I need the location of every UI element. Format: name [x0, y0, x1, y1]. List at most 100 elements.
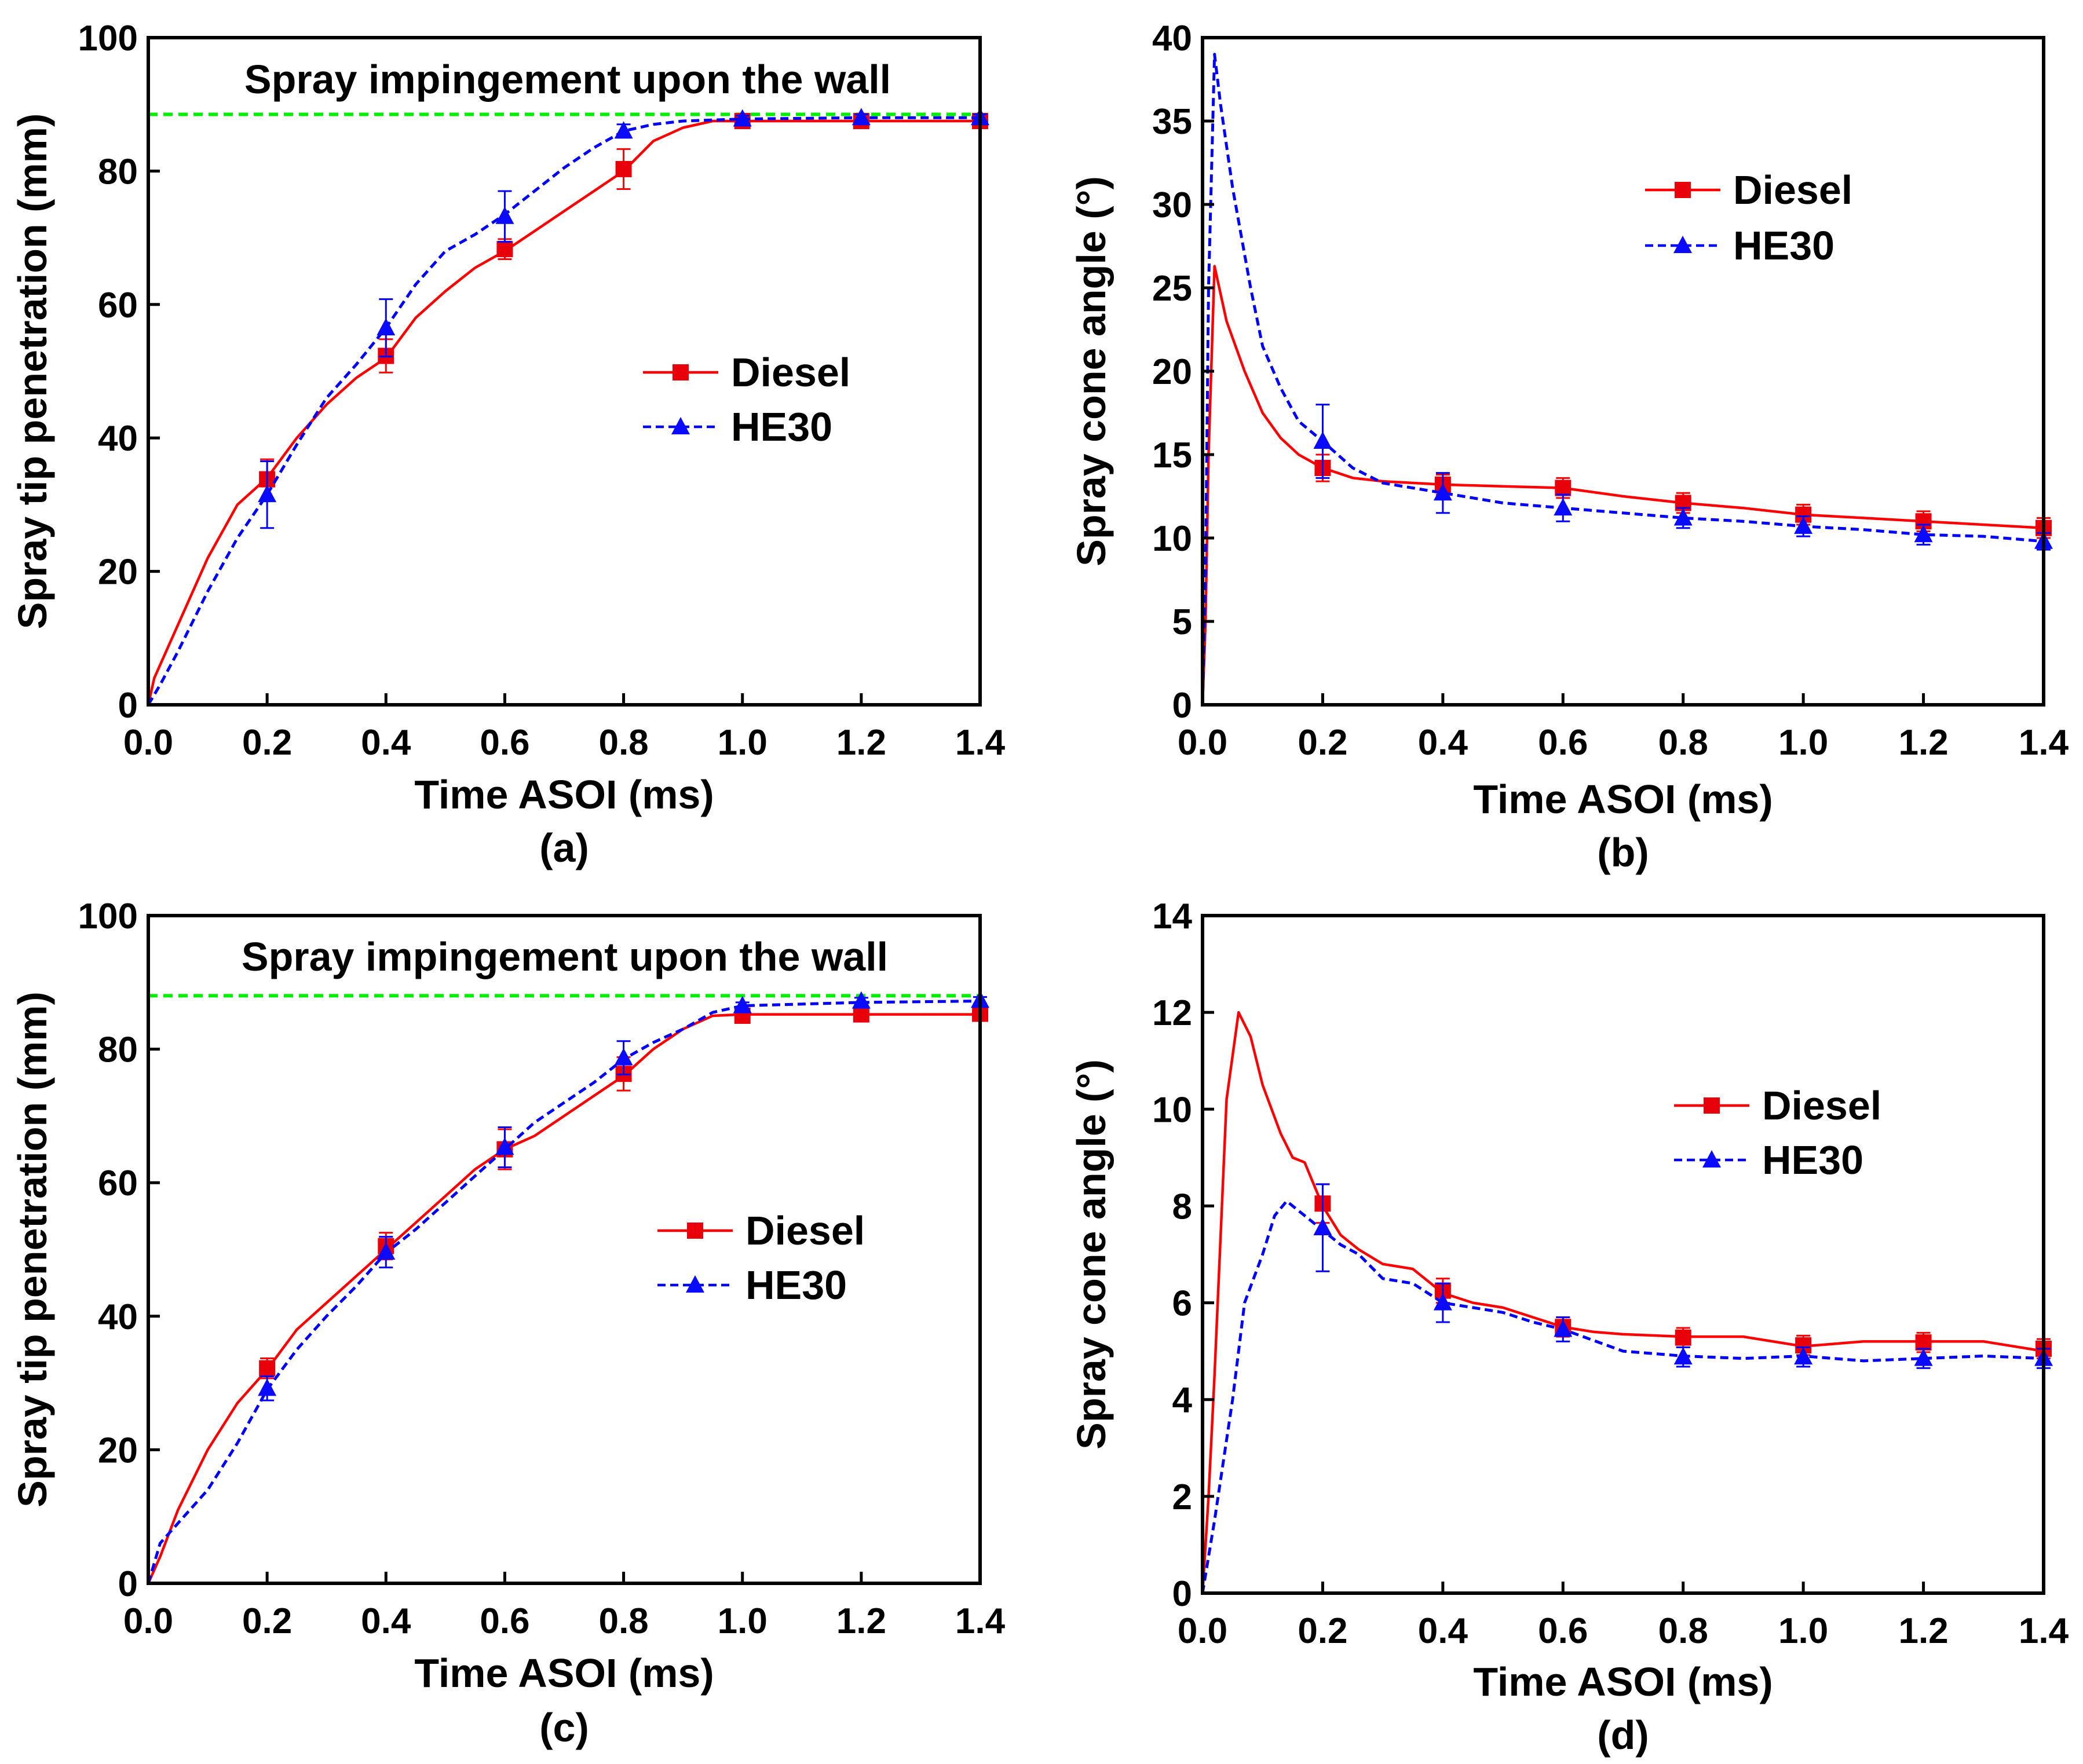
y-tick-label: 12: [1152, 993, 1192, 1033]
y-axis-label: Spray tip penetration (mm): [10, 114, 55, 630]
data-point-he30: [852, 108, 871, 126]
data-point-he30: [614, 121, 633, 139]
panel-c: Spray impingement upon the wall Diesel HE3…: [10, 896, 1006, 1750]
panel-caption: (c): [539, 1705, 589, 1750]
x-tick-label: 0.0: [1178, 723, 1227, 763]
y-tick-label: 60: [98, 1163, 138, 1203]
y-tick-label: 8: [1172, 1187, 1192, 1227]
legend-marker-he30: [671, 417, 690, 434]
x-tick-label: 0.8: [1658, 723, 1708, 763]
legend-marker-he30: [1673, 236, 1692, 253]
y-tick-label: 30: [1152, 185, 1192, 225]
legend-label-he30: HE30: [1762, 1137, 1863, 1183]
y-tick-label: 100: [78, 896, 138, 936]
series-line-diesel: [147, 119, 980, 705]
plot-frame: [147, 36, 982, 707]
y-tick-label: 20: [98, 552, 138, 592]
y-tick-label: 5: [1172, 602, 1192, 642]
x-tick-label: 1.4: [955, 1601, 1006, 1641]
y-tick-label: 100: [78, 19, 138, 58]
x-tick-label: 1.2: [836, 1601, 886, 1641]
legend-label-diesel: Diesel: [731, 350, 850, 395]
y-tick-label: 35: [1152, 102, 1192, 142]
y-tick-label: 10: [1152, 1090, 1192, 1130]
data-point-diesel: [615, 160, 632, 177]
data-point-he30: [495, 1137, 514, 1155]
data-point-he30: [1914, 525, 1933, 543]
panel-b: Diesel HE30 0.0 0.2 0.4 0.6 0.8 1.0 1.2 1.4 0 5 10 15…: [1069, 19, 2069, 875]
x-tick-label: 0.6: [480, 1601, 529, 1641]
plot-frame: [147, 914, 982, 1585]
data-point-he30: [1794, 1347, 1813, 1365]
y-tick-label: 0: [1172, 686, 1192, 726]
x-tick-label: 1.0: [718, 1601, 768, 1641]
x-axis-label: Time ASOI (ms): [1473, 1659, 1773, 1704]
data-point-he30: [733, 109, 752, 127]
series-line-diesel: [1201, 265, 2044, 705]
y-axis-label: Spray tip penetration (mm): [10, 991, 55, 1507]
x-tick-label: 0.0: [1178, 1611, 1227, 1651]
x-tick-label: 1.0: [718, 723, 768, 763]
x-tick-label: 0.4: [361, 1601, 411, 1641]
series-line-diesel: [147, 1013, 980, 1584]
wall-annotation: Spray impingement upon the wall: [242, 934, 888, 979]
plot-frame: [1201, 914, 2045, 1595]
data-point-diesel: [1675, 1329, 1691, 1346]
x-axis-label: Time ASOI (ms): [1473, 777, 1773, 822]
series-line-he30: [1201, 53, 2044, 705]
legend-marker-diesel: [673, 364, 689, 380]
series-line-he30: [147, 1000, 981, 1584]
data-point-he30: [1673, 508, 1693, 526]
x-tick-label: 0.2: [242, 723, 292, 763]
y-tick-label: 10: [1152, 519, 1192, 559]
x-tick-label: 0.0: [123, 723, 173, 763]
data-point-diesel: [1915, 1334, 1932, 1351]
y-tick-label: 40: [98, 419, 138, 459]
legend-label-diesel: Diesel: [1762, 1083, 1881, 1128]
y-tick-label: 4: [1172, 1381, 1193, 1421]
y-tick-label: 20: [98, 1430, 138, 1470]
panel-d: Diesel HE30 0.0 0.2 0.4 0.6 0.8 1.0 1.2 1.4 0 2 4 6 8 1…: [1069, 896, 2069, 1758]
y-tick-label: 0: [118, 1564, 138, 1604]
data-point-he30: [377, 1242, 396, 1260]
x-tick-label: 0.6: [1538, 1611, 1588, 1651]
x-tick-label: 0.4: [1418, 1611, 1468, 1651]
data-point-he30: [1313, 1218, 1332, 1236]
y-tick-label: 40: [98, 1297, 138, 1337]
data-point-he30: [1794, 516, 1813, 534]
series-line-he30: [147, 116, 980, 706]
x-tick-label: 0.6: [1538, 723, 1588, 763]
y-axis-label: Spray cone angle (°): [1069, 1059, 1114, 1450]
data-point-he30: [852, 991, 871, 1009]
data-point-diesel: [853, 1006, 869, 1023]
panel-a: Spray impingement upon the wall Diesel HE3…: [10, 19, 1006, 870]
data-point-he30: [1554, 498, 1573, 516]
y-tick-label: 25: [1152, 269, 1192, 309]
data-point-he30: [377, 318, 396, 336]
x-tick-label: 0.6: [480, 723, 529, 763]
x-axis-label: Time ASOI (ms): [414, 1650, 714, 1696]
series-line-diesel: [1201, 1011, 2044, 1594]
data-point-he30: [1554, 1319, 1573, 1337]
y-tick-label: 80: [98, 152, 138, 192]
legend-marker-diesel: [1704, 1097, 1720, 1114]
data-point-he30: [258, 485, 277, 503]
x-tick-label: 0.4: [1418, 723, 1468, 763]
y-tick-label: 0: [1172, 1574, 1192, 1614]
data-point-he30: [1433, 483, 1452, 501]
data-point-diesel: [259, 1360, 276, 1377]
x-tick-label: 0.2: [1298, 1611, 1347, 1651]
series-line-he30: [1201, 1199, 2044, 1594]
x-tick-label: 0.8: [598, 723, 648, 763]
legend-marker-diesel: [687, 1223, 703, 1239]
legend-marker-diesel: [1675, 182, 1691, 198]
x-tick-label: 0.4: [361, 723, 411, 763]
y-tick-label: 0: [118, 686, 138, 726]
x-tick-label: 0.2: [1298, 723, 1347, 763]
panel-caption: (d): [1597, 1712, 1649, 1758]
y-tick-label: 80: [98, 1030, 138, 1070]
panel-caption: (a): [539, 825, 589, 870]
data-point-he30: [258, 1378, 277, 1396]
data-point-diesel: [496, 241, 513, 258]
